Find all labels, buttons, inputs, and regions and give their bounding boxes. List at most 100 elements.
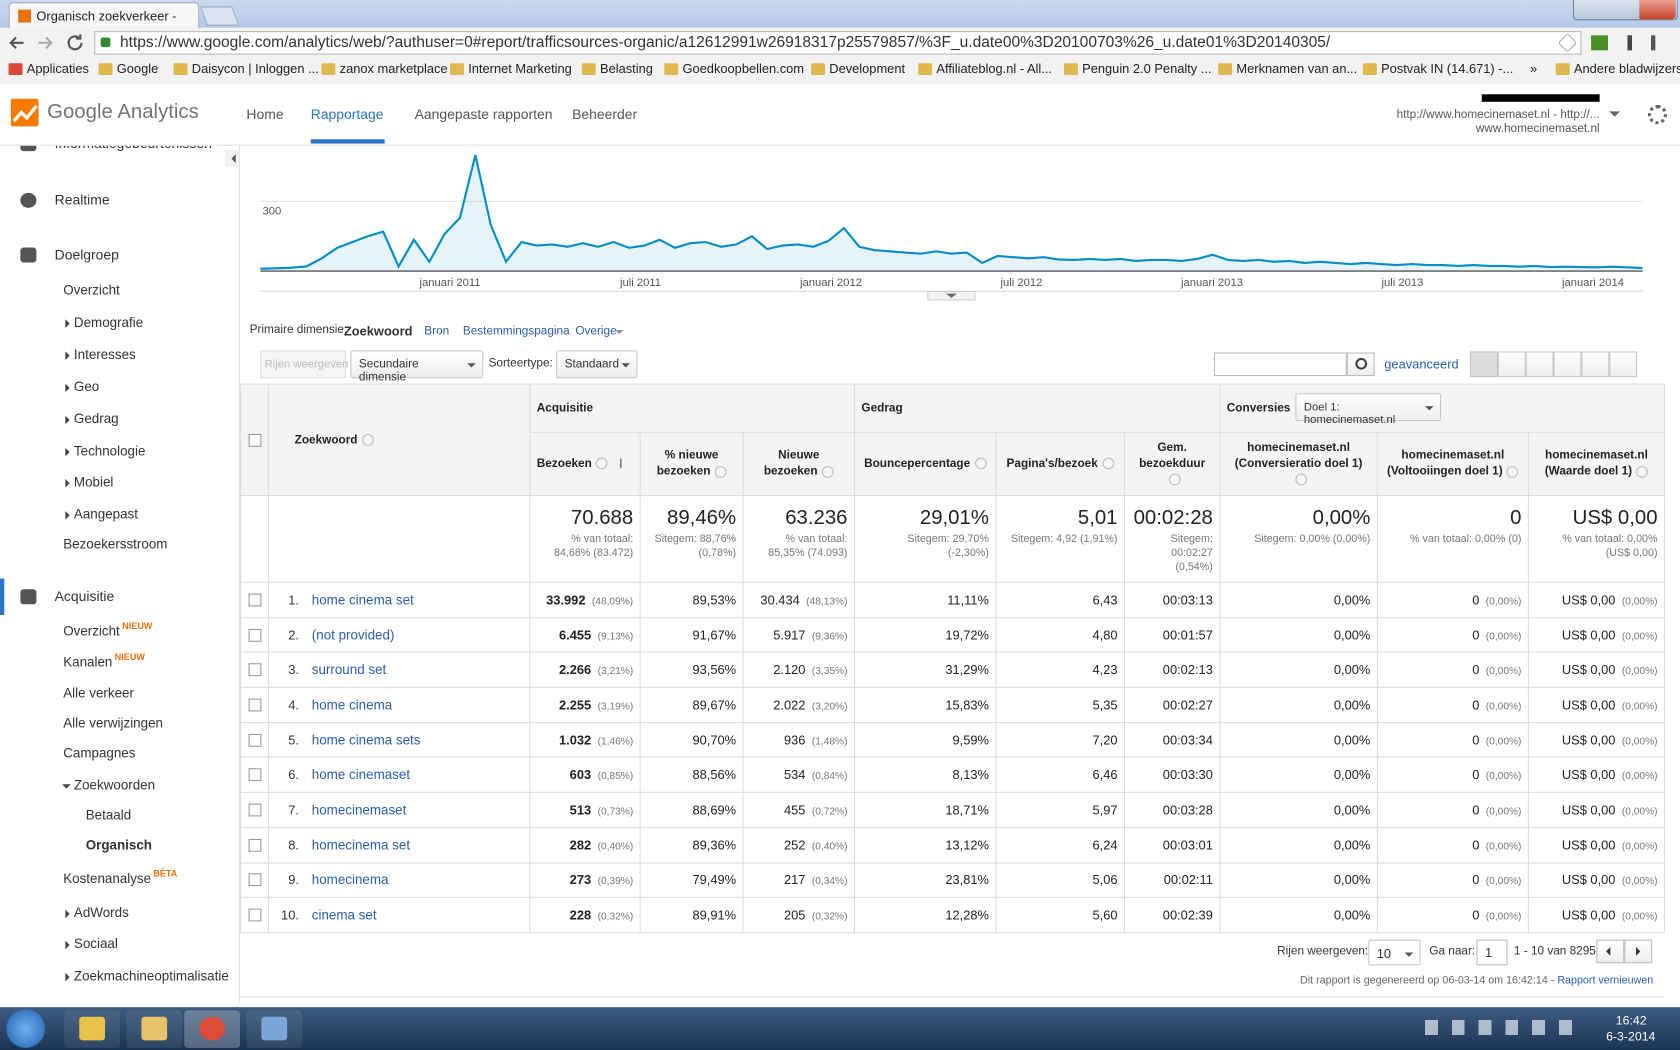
column-header[interactable]: Bezoeken	[529, 431, 641, 497]
sidebar-item[interactable]: Realtime	[54, 191, 110, 208]
keyword-link[interactable]: home cinema	[311, 697, 393, 713]
refresh-link[interactable]: Rapport vernieuwen	[1557, 975, 1654, 987]
account-line1[interactable]: http://www.homecinemaset.nl - http://...	[1396, 108, 1600, 122]
keyword-link[interactable]: homecinema set	[311, 837, 411, 853]
address-bar[interactable]: https://www.google.com/analytics/web/?au…	[94, 31, 1582, 55]
prev-page[interactable]	[1596, 939, 1625, 964]
bookmark[interactable]: Development	[829, 61, 906, 77]
sidebar-item[interactable]: Kanalen	[63, 654, 113, 670]
checkbox[interactable]	[248, 768, 261, 782]
keyword-link[interactable]: home cinema sets	[311, 732, 421, 748]
keyword-link[interactable]: homecinema	[311, 872, 389, 888]
nav-buttons[interactable]	[0, 28, 96, 58]
secondary-dimension[interactable]: Secundaire dimensie	[350, 350, 484, 384]
column-header[interactable]: homecinemaset.nl (Voltooiingen doel 1)	[1376, 431, 1529, 497]
view-button[interactable]	[1581, 351, 1610, 378]
keyword-link[interactable]: home cinemaset	[311, 767, 411, 783]
sidebar-item[interactable]: Zoekwoorden	[73, 777, 156, 793]
bookmark[interactable]: Affiliateblog.nl - All...	[936, 61, 1052, 77]
nav-item[interactable]: Home	[246, 106, 284, 123]
bookmark[interactable]: »	[1530, 61, 1538, 77]
start-orb[interactable]	[6, 1009, 46, 1048]
nav-item[interactable]: Beheerder	[572, 106, 638, 123]
nav-item[interactable]: Aangepaste rapporten	[414, 106, 553, 123]
sidebar-item[interactable]: Mobiel	[73, 474, 114, 490]
checkbox[interactable]	[248, 663, 261, 677]
checkbox[interactable]	[248, 803, 261, 817]
sidebar-item[interactable]: Betaald	[85, 807, 132, 823]
keyword-link[interactable]: home cinema set	[311, 592, 414, 608]
sidebar-item[interactable]: Sociaal	[73, 936, 118, 952]
column-header[interactable]: Pagina's/bezoek	[995, 431, 1126, 497]
bookmark[interactable]: Goedkoopbellen.com	[682, 61, 805, 77]
sidebar-item[interactable]: Organisch	[85, 837, 152, 853]
checkbox[interactable]	[248, 433, 261, 447]
sidebar-item[interactable]: Acquisitie	[54, 588, 115, 605]
checkbox[interactable]	[248, 838, 261, 852]
total-sub: Sitegem: 0,00% (0,00%)	[1254, 533, 1371, 546]
column-header[interactable]: Bouncepercentage	[853, 431, 997, 497]
bookmark[interactable]: Belasting	[600, 61, 653, 77]
sidebar-item[interactable]: Gedrag	[73, 411, 119, 427]
rows-select[interactable]: 10	[1368, 939, 1421, 966]
settings-gear[interactable]	[1647, 105, 1668, 125]
sidebar-item[interactable]: Aangepast	[73, 506, 138, 522]
sidebar-item[interactable]: Geo	[73, 379, 100, 395]
view-button[interactable]	[1470, 351, 1498, 378]
bookmark[interactable]: Applicaties	[26, 61, 89, 77]
column-header[interactable]: % nieuwe bezoeken	[639, 431, 744, 497]
sidebar-item[interactable]: Bezoekersstroom	[63, 536, 168, 552]
column-header[interactable]: Gem. bezoekduur	[1123, 431, 1221, 497]
column-header[interactable]: homecinemaset.nl (Conversieratio doel 1)	[1219, 431, 1378, 497]
sidebar-item[interactable]: Interesses	[73, 347, 136, 363]
sidebar-item[interactable]: Doelgroep	[54, 246, 119, 263]
nav-item[interactable]: Rapportage	[310, 106, 384, 123]
sidebar-item[interactable]: Demografie	[73, 315, 144, 331]
sidebar-item[interactable]: AdWords	[73, 905, 129, 921]
column-header[interactable]: Nieuwe bezoeken	[742, 431, 856, 497]
sort-select[interactable]: Standaard	[556, 350, 638, 379]
sidebar-item[interactable]: Kostenanalyse	[63, 871, 152, 887]
sidebar-item[interactable]: Alle verkeer	[63, 685, 134, 701]
checkbox[interactable]	[248, 733, 261, 747]
checkbox[interactable]	[248, 908, 261, 922]
checkbox[interactable]	[248, 628, 261, 642]
bookmark[interactable]: Internet Marketing	[468, 61, 572, 77]
bookmark[interactable]: Merknamen van an...	[1236, 61, 1358, 77]
bookmark[interactable]: zanox marketplace	[339, 61, 448, 77]
search-input[interactable]	[1213, 352, 1347, 377]
sidebar-item[interactable]: Alle verwijzingen	[63, 715, 163, 731]
goto-input[interactable]: 1	[1476, 939, 1508, 966]
view-button[interactable]	[1553, 351, 1582, 378]
sidebar-item[interactable]: Technologie	[73, 443, 146, 459]
keyword-link[interactable]: (not provided)	[311, 627, 395, 643]
keyword-link[interactable]: surround set	[311, 662, 387, 678]
keyword-link[interactable]: cinema set	[311, 907, 377, 923]
bookmark[interactable]: Postvak IN (14.671) -...	[1381, 61, 1514, 77]
checkbox[interactable]	[248, 873, 261, 887]
bookmark[interactable]: Penguin 2.0 Penalty ...	[1082, 61, 1212, 77]
goal-select[interactable]: Doel 1: homecinemaset.nl	[1295, 393, 1442, 426]
sidebar-item[interactable]: Overzicht	[63, 282, 120, 298]
dimension-option[interactable]: Bron	[424, 324, 450, 338]
checkbox[interactable]	[248, 593, 261, 607]
dimension-option[interactable]: Bestemmingspagina	[462, 324, 570, 338]
close-btn[interactable]	[1639, 0, 1676, 20]
sidebar-item[interactable]: Overzicht	[63, 623, 120, 639]
sidebar-item[interactable]: Campagnes	[63, 745, 136, 761]
checkbox[interactable]	[248, 698, 261, 712]
view-button[interactable]	[1497, 351, 1526, 378]
tab[interactable]: Organisch zoekverkeer - G	[8, 2, 200, 28]
view-button[interactable]	[1525, 351, 1554, 378]
account-caret[interactable]	[1609, 111, 1621, 122]
view-button[interactable]	[1609, 351, 1638, 378]
advanced-link[interactable]: geavanceerd	[1384, 356, 1459, 372]
column-header[interactable]: homecinemaset.nl (Waarde doel 1)	[1527, 431, 1666, 497]
keyword-link[interactable]: homecinemaset	[311, 802, 407, 818]
sidebar-item[interactable]: Zoekmachineoptimalisatie	[73, 968, 229, 984]
bookmark[interactable]: Andere bladwijzers	[1573, 61, 1680, 77]
bookmark[interactable]: Google	[116, 61, 159, 77]
dimension-option[interactable]: Overige	[575, 324, 617, 338]
collapse-arrow[interactable]	[227, 154, 236, 163]
bookmark[interactable]: Daisycon | Inloggen ...	[191, 61, 319, 77]
